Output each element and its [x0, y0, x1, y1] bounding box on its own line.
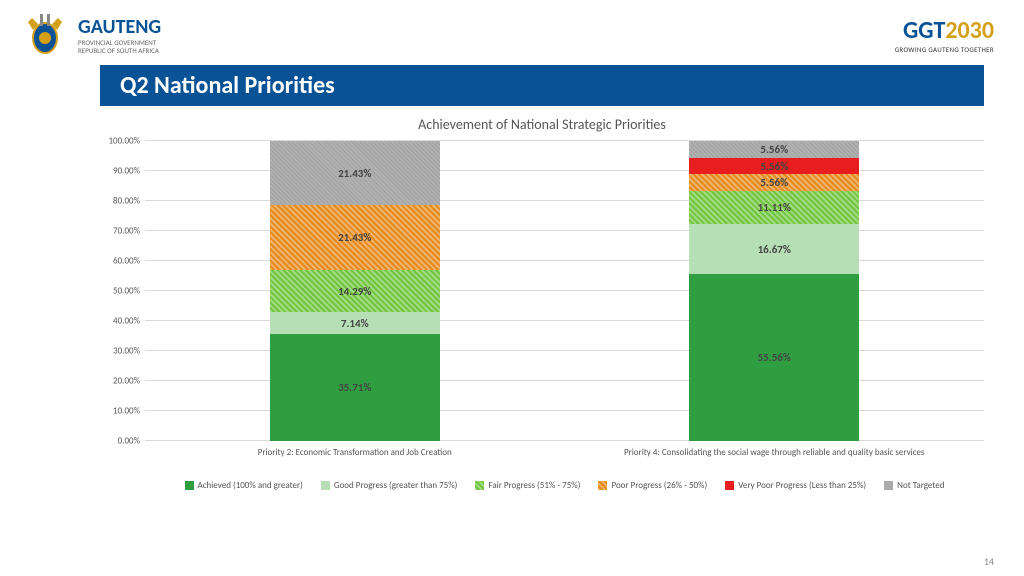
segment-label: 21.43% [338, 231, 371, 244]
segment-label: 7.14% [341, 317, 369, 330]
bar-segment: 55.56% [689, 274, 859, 441]
y-axis-label: 0.00% [118, 436, 145, 447]
legend-item: Very Poor Progress (Less than 25%) [725, 480, 866, 491]
crest-icon [20, 10, 70, 60]
x-axis-label: Priority 2: Economic Transformation and … [145, 441, 565, 458]
header: GAUTENG PROVINCIAL GOVERNMENT REPUBLIC O… [0, 0, 1024, 65]
stacked-bar: 55.56% 16.67% 11.11% 5.56% 5.56% 5.56% [689, 141, 859, 441]
legend-label: Poor Progress (26% - 50%) [611, 480, 707, 491]
bar-segment: 35.71% [270, 334, 440, 441]
bar-segment: 11.11% [689, 191, 859, 224]
bar-group: 55.56% 16.67% 11.11% 5.56% 5.56% 5.56% [565, 141, 985, 441]
y-axis-label: 60.00% [113, 256, 145, 267]
segment-label: 5.56% [760, 176, 788, 189]
bar-group: 35.71% 7.14% 14.29% 21.43% 21.43% [145, 141, 565, 441]
legend-item: Good Progress (greater than 75%) [321, 480, 458, 491]
y-axis-label: 40.00% [113, 316, 145, 327]
legend-swatch [185, 481, 194, 490]
segment-label: 16.67% [758, 243, 791, 256]
bar-segment: 21.43% [270, 141, 440, 205]
segment-label: 11.11% [758, 201, 791, 214]
gauteng-logo: GAUTENG PROVINCIAL GOVERNMENT REPUBLIC O… [20, 10, 161, 60]
chart-title: Achievement of National Strategic Priori… [100, 116, 984, 133]
chart-area: Achievement of National Strategic Priori… [100, 116, 984, 491]
segment-label: 35.71% [338, 381, 371, 394]
legend-swatch [321, 481, 330, 490]
legend-label: Good Progress (greater than 75%) [334, 480, 458, 491]
bar-segment: 5.56% [689, 158, 859, 175]
ggt-text: GGT2030 [903, 16, 994, 45]
ggt-logo: GGT2030 GROWING GAUTENG TOGETHER [895, 16, 994, 54]
x-axis-label: Priority 4: Consolidating the social wag… [565, 441, 985, 458]
page-title: Q2 National Priorities [100, 65, 984, 106]
y-axis-label: 80.00% [113, 196, 145, 207]
segment-label: 14.29% [338, 285, 371, 298]
gauteng-label: GAUTENG [78, 15, 161, 39]
page-number: 14 [984, 555, 994, 568]
legend-swatch [598, 481, 607, 490]
y-axis-label: 20.00% [113, 376, 145, 387]
bar-segment: 16.67% [689, 224, 859, 274]
chart-plot: 0.00%10.00%20.00%30.00%40.00%50.00%60.00… [145, 141, 984, 441]
legend-label: Not Targeted [897, 480, 944, 491]
segment-label: 5.56% [760, 143, 788, 156]
y-axis-label: 10.00% [113, 406, 145, 417]
segment-label: 55.56% [758, 351, 791, 364]
gauteng-sub2: REPUBLIC OF SOUTH AFRICA [78, 47, 161, 55]
legend-swatch [475, 481, 484, 490]
bar-segment: 5.56% [689, 141, 859, 158]
legend-label: Fair Progress (51% - 75%) [488, 480, 580, 491]
y-axis-label: 90.00% [113, 166, 145, 177]
legend-item: Achieved (100% and greater) [185, 480, 303, 491]
legend-item: Poor Progress (26% - 50%) [598, 480, 707, 491]
y-axis-label: 50.00% [113, 286, 145, 297]
chart-bars: 35.71% 7.14% 14.29% 21.43% 21.43% 55.56% 16.67… [145, 141, 984, 441]
gauteng-text: GAUTENG PROVINCIAL GOVERNMENT REPUBLIC O… [78, 15, 161, 54]
bar-segment: 14.29% [270, 270, 440, 313]
legend-swatch [884, 481, 893, 490]
legend-swatch [725, 481, 734, 490]
y-axis-label: 30.00% [113, 346, 145, 357]
chart-xlabels: Priority 2: Economic Transformation and … [145, 441, 984, 458]
segment-label: 21.43% [338, 167, 371, 180]
ggt-year: 2030 [945, 16, 994, 45]
y-axis-label: 70.00% [113, 226, 145, 237]
bar-segment: 7.14% [270, 312, 440, 333]
ggt-prefix: GGT [903, 16, 945, 45]
legend-label: Achieved (100% and greater) [198, 480, 303, 491]
segment-label: 5.56% [760, 160, 788, 173]
legend-label: Very Poor Progress (Less than 25%) [738, 480, 866, 491]
legend-item: Not Targeted [884, 480, 944, 491]
y-axis-label: 100.00% [108, 136, 145, 147]
legend-item: Fair Progress (51% - 75%) [475, 480, 580, 491]
stacked-bar: 35.71% 7.14% 14.29% 21.43% 21.43% [270, 141, 440, 441]
chart-legend: Achieved (100% and greater) Good Progress… [145, 480, 984, 491]
ggt-sub: GROWING GAUTENG TOGETHER [895, 45, 994, 54]
bar-segment: 21.43% [270, 205, 440, 269]
bar-segment: 5.56% [689, 174, 859, 191]
